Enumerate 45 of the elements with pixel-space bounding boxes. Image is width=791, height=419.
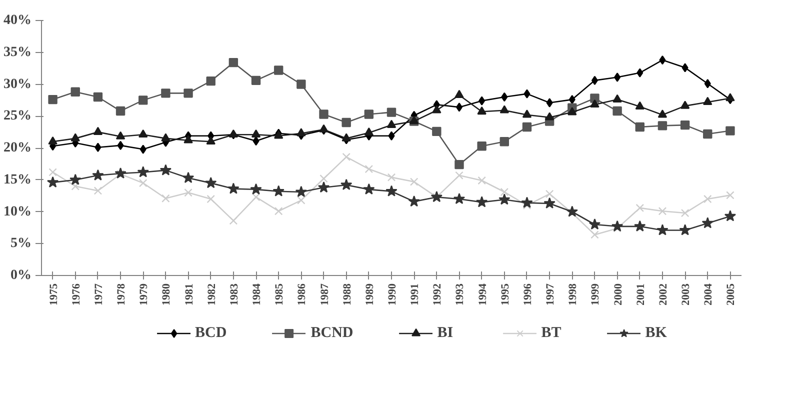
x-tick-label: 1983 <box>228 283 240 306</box>
y-tick-label: 35% <box>4 44 32 60</box>
x-tick-label: 1997 <box>544 283 557 306</box>
x-tick-label: 1984 <box>251 283 264 306</box>
y-tick-label: 10% <box>4 204 32 220</box>
x-tick-label: 1979 <box>138 283 150 306</box>
y-tick-label: 20% <box>4 140 32 156</box>
x-tick-label: 2001 <box>634 284 647 306</box>
x-tick-label: 1991 <box>409 284 422 306</box>
x-tick-label: 2003 <box>680 283 692 306</box>
y-tick-label: 15% <box>4 172 32 188</box>
legend-label: BI <box>437 324 454 342</box>
x-tick-label: 1978 <box>116 283 128 306</box>
x-tick-label: 1999 <box>590 283 602 306</box>
x-tick-label: 1998 <box>567 283 580 306</box>
x-tick-label: 1996 <box>522 283 534 306</box>
x-tick-label: 2002 <box>657 283 670 306</box>
x-tick-label: 1992 <box>432 283 444 306</box>
x-tick-label: 1988 <box>341 283 354 306</box>
x-tick-label: 2005 <box>725 283 738 306</box>
x-tick-label: 1990 <box>386 283 398 306</box>
x-tick-label: 1986 <box>296 283 308 306</box>
y-tick-label: 0% <box>10 268 32 283</box>
x-tick-label: 1980 <box>160 283 173 306</box>
legend-label: BK <box>645 324 667 342</box>
legend-label: BT <box>541 324 562 342</box>
x-tick-label: 1995 <box>499 283 512 306</box>
x-tick-label: 1985 <box>274 283 286 306</box>
x-tick-label: 2004 <box>702 283 715 306</box>
x-tick-label: 1982 <box>206 283 218 306</box>
x-tick-label: 1981 <box>183 284 196 306</box>
x-tick-label: 1976 <box>70 283 82 306</box>
y-tick-label: 5% <box>10 236 32 252</box>
legend-label: BCD <box>195 324 227 342</box>
y-tick-label: 30% <box>4 76 32 92</box>
legend-label: BCND <box>310 324 354 342</box>
x-tick-label: 1977 <box>92 283 105 306</box>
y-tick-label: 40% <box>4 13 32 28</box>
x-tick-label: 1975 <box>48 283 60 306</box>
x-tick-label: 2000 <box>612 283 624 306</box>
y-tick-label: 25% <box>4 108 32 124</box>
x-tick-label: 1993 <box>454 283 466 306</box>
x-tick-label: 1987 <box>318 283 331 306</box>
x-tick-label: 1989 <box>364 283 376 306</box>
x-tick-label: 1994 <box>476 283 489 306</box>
